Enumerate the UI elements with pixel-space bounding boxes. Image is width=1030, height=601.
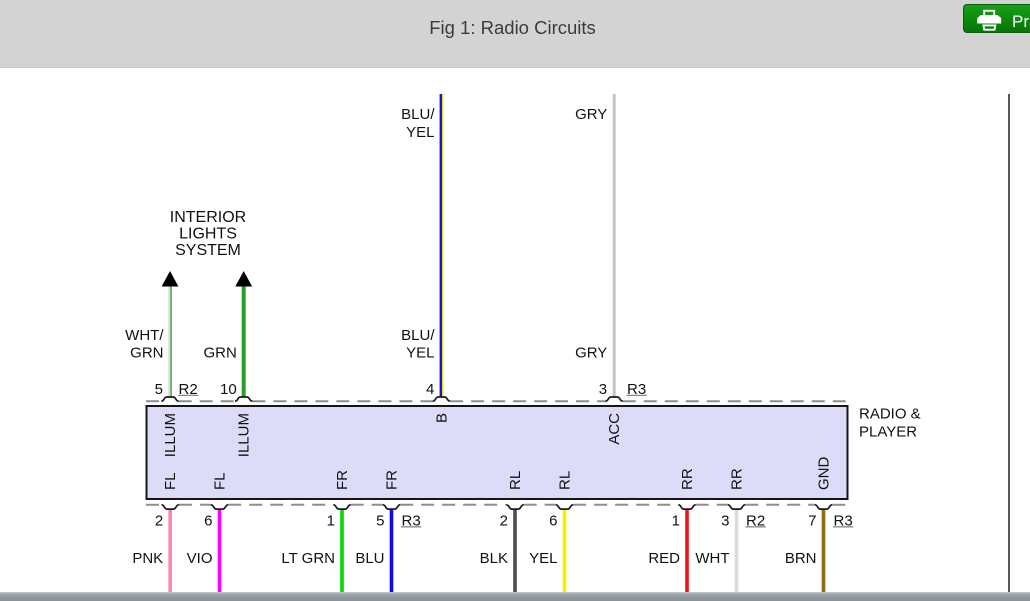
svg-text:RL: RL bbox=[507, 471, 524, 490]
svg-text:RADIO &: RADIO & bbox=[859, 406, 921, 423]
svg-text:GRY: GRY bbox=[575, 106, 607, 123]
svg-text:1: 1 bbox=[672, 513, 680, 530]
svg-text:FR: FR bbox=[384, 470, 401, 490]
svg-text:10: 10 bbox=[220, 381, 237, 398]
svg-text:7: 7 bbox=[808, 513, 816, 530]
svg-text:GND: GND bbox=[816, 457, 833, 491]
svg-text:2: 2 bbox=[155, 513, 163, 530]
svg-text:3: 3 bbox=[599, 381, 607, 398]
svg-text:R3: R3 bbox=[402, 513, 421, 530]
svg-text:1: 1 bbox=[327, 513, 335, 530]
svg-text:6: 6 bbox=[549, 513, 557, 530]
svg-text:6: 6 bbox=[204, 513, 212, 530]
svg-text:WHT/: WHT/ bbox=[125, 327, 164, 344]
svg-text:5: 5 bbox=[155, 381, 163, 398]
svg-text:FR: FR bbox=[334, 470, 351, 490]
svg-text:GRY: GRY bbox=[575, 345, 607, 362]
svg-text:4: 4 bbox=[426, 381, 434, 398]
svg-text:BLU: BLU bbox=[355, 550, 384, 567]
svg-text:YEL: YEL bbox=[529, 550, 557, 567]
svg-text:YEL: YEL bbox=[406, 124, 434, 141]
svg-text:BRN: BRN bbox=[785, 550, 817, 567]
svg-text:FL: FL bbox=[162, 472, 179, 490]
svg-text:FL: FL bbox=[212, 472, 229, 490]
svg-text:R3: R3 bbox=[834, 513, 853, 530]
svg-text:LIGHTS: LIGHTS bbox=[179, 226, 237, 243]
svg-text:VIO: VIO bbox=[187, 550, 213, 567]
svg-text:BLK: BLK bbox=[480, 550, 508, 567]
svg-text:ILLUM: ILLUM bbox=[236, 413, 253, 457]
svg-text:BLU/: BLU/ bbox=[401, 327, 435, 344]
svg-text:SYSTEM: SYSTEM bbox=[175, 242, 241, 259]
svg-text:R2: R2 bbox=[746, 513, 765, 530]
svg-text:RR: RR bbox=[679, 468, 696, 490]
svg-text:INTERIOR: INTERIOR bbox=[170, 209, 246, 226]
svg-text:ACC: ACC bbox=[606, 413, 623, 445]
svg-text:ILLUM: ILLUM bbox=[162, 413, 179, 457]
svg-text:BLU/: BLU/ bbox=[401, 106, 435, 123]
svg-text:GRN: GRN bbox=[203, 345, 236, 362]
svg-text:PLAYER: PLAYER bbox=[859, 424, 917, 441]
svg-text:R3: R3 bbox=[627, 381, 646, 398]
svg-text:GRN: GRN bbox=[130, 345, 163, 362]
svg-text:B: B bbox=[433, 413, 450, 423]
svg-text:RL: RL bbox=[557, 471, 574, 490]
svg-text:LT GRN: LT GRN bbox=[281, 550, 335, 567]
svg-text:3: 3 bbox=[721, 513, 729, 530]
svg-text:WHT: WHT bbox=[695, 550, 729, 567]
svg-text:RR: RR bbox=[729, 468, 746, 490]
svg-text:PNK: PNK bbox=[132, 550, 163, 567]
svg-text:5: 5 bbox=[376, 513, 384, 530]
svg-text:RED: RED bbox=[648, 550, 680, 567]
svg-text:R2: R2 bbox=[179, 381, 198, 398]
svg-text:2: 2 bbox=[500, 513, 508, 530]
svg-text:YEL: YEL bbox=[406, 345, 434, 362]
